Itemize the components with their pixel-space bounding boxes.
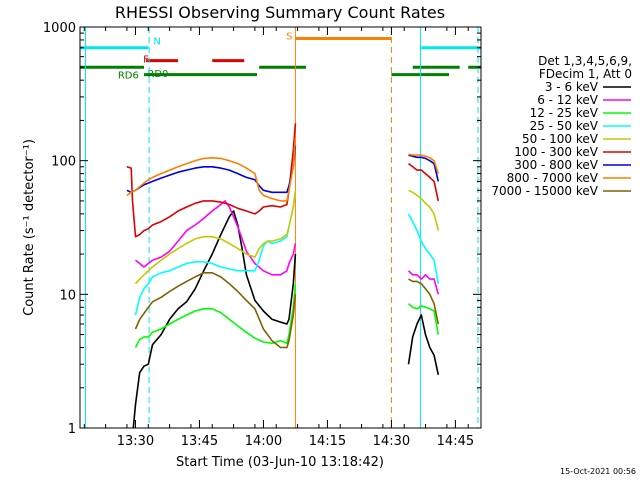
legend-header-1: Det 1,3,4,5,6,9, [538,54,632,68]
legend-entry-label: 800 - 7000 keV [507,171,599,185]
instrument-flags: NF RD0 RD6 S [80,32,481,82]
series-line-2 [134,283,440,348]
series-lines [126,123,440,429]
legend-entry-label: 3 - 6 keV [545,80,599,94]
y-axis-label: Count Rate (s⁻¹ detector⁻¹) [22,139,37,316]
x-axis-label: Start Time (03-Jun-10 13:18:42) [176,455,384,470]
x-tick-label: 14:00 [245,434,282,449]
legend-entry-label: 25 - 50 keV [530,119,599,133]
y-tick-label: 1 [68,422,76,437]
x-tick-label: 13:30 [117,434,154,449]
flag-label-s: S [286,32,292,43]
legend-entry-label: 100 - 300 keV [514,145,598,159]
x-tick-label: 14:45 [437,434,474,449]
x-tick-label: 13:45 [181,434,218,449]
footer-timestamp: 15-Oct-2021 00:56 [560,467,636,476]
legend-entry-label: 300 - 800 keV [514,158,598,172]
series-line-8 [134,272,440,349]
axes: 1 10 100 1000 13:30 13:45 14:00 14:15 14:30 14:45 [43,21,481,449]
plot-frame [79,26,482,429]
legend-header-2: FDecim 1, Att 0 [539,67,632,81]
series-line-4 [134,189,440,285]
series-line-7 [126,137,440,202]
legend-entry-label: 7000 - 15000 keV [491,184,598,198]
y-tick-label: 1000 [43,21,76,36]
flag-label-f: F [143,55,149,66]
flag-label-n: N [153,37,160,48]
series-line-6 [126,145,440,194]
legend-entry-label: 6 - 12 keV [537,93,599,107]
vertical-markers [85,27,479,428]
flag-label-rd6: RD6 [118,71,139,82]
y-tick-label: 10 [59,288,76,303]
legend-entry-label: 12 - 25 keV [530,106,599,120]
flag-label-rd0: RD0 [147,69,168,80]
y-tick-label: 100 [51,155,76,170]
series-line-5 [126,123,440,238]
chart-title: RHESSI Observing Summary Count Rates [115,3,445,22]
x-tick-label: 14:30 [373,434,410,449]
series-line-3 [134,190,440,316]
legend: Det 1,3,4,5,6,9, FDecim 1, Att 0 3 - 6 k… [491,54,632,198]
series-line-0 [132,210,440,429]
series-line-1 [135,200,440,295]
legend-entry-label: 50 - 100 keV [522,132,599,146]
x-tick-label: 14:15 [309,434,346,449]
